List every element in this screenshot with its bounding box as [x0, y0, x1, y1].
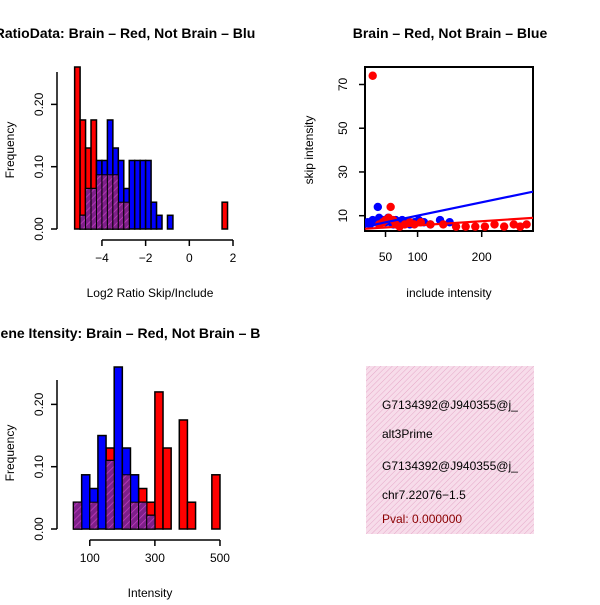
ratio-bar-brain-1 — [79, 119, 87, 230]
intensity-bar-brain-11 — [211, 474, 221, 530]
ratio-histogram-bars — [73, 66, 229, 230]
ratio-bar-notbrain-14 — [155, 214, 163, 230]
scatter-x-tick-label: 100 — [408, 250, 428, 264]
intensity-bar-overlap-3 — [121, 474, 131, 530]
ratio-histogram-xlabel: Log2 Ratio Skip/Include — [87, 286, 214, 300]
scatter-point-blue-4 — [373, 202, 383, 212]
info-pval: Pval: 0.000000 — [382, 512, 462, 526]
intensity-histogram-xlabel: Intensity — [128, 586, 173, 600]
scatter-y-tick-label: 70 — [336, 77, 350, 91]
ratio-histogram-ylabel: Frequency — [3, 122, 17, 179]
intensity-bar-overlap-5 — [138, 501, 148, 530]
ratio-y-tick-label: 0.20 — [32, 92, 46, 116]
scatter-ylabel: skip intensity — [302, 116, 316, 185]
ratio-bar-notbrain-11 — [139, 159, 147, 230]
ratio-y-tick-label: 0.10 — [32, 155, 46, 179]
ratio-x-tick-label: 2 — [230, 251, 237, 265]
scatter-point-red-23 — [522, 220, 531, 229]
scatter-point-red-22 — [515, 222, 525, 231]
info-location: chr7.22076−1.5 — [382, 488, 466, 502]
intensity-bar-brain-10 — [186, 501, 197, 530]
info-gene-id-2: G7134392@J940355@j_ — [382, 459, 518, 473]
scatter-point-red-0 — [368, 71, 377, 80]
intensity-bar-overlap-0 — [73, 501, 83, 530]
ratio-x-tick-label: −2 — [139, 251, 153, 265]
scatter-point-red-15 — [451, 222, 461, 231]
ratio-bar-overlap-8 — [123, 201, 130, 230]
scatter-axes: 50 100 200 10 30 50 70 — [336, 77, 492, 264]
ratio-bar-brain-10 — [221, 201, 229, 230]
intensity-histogram-panel: Gene Itensity: Brain – Red, Not Brain – … — [0, 325, 260, 600]
intensity-bar-brain-8 — [162, 447, 172, 530]
info-panel: G7134392@J940355@j_ alt3Prime G7134392@J… — [366, 366, 534, 534]
info-box-background — [366, 366, 534, 534]
intensity-x-tick-label: 500 — [210, 551, 230, 565]
intensity-bar-overlap-4 — [129, 501, 140, 530]
intensity-x-tick-label: 300 — [145, 551, 165, 565]
ratio-bar-brain-0 — [73, 66, 81, 230]
ratio-bar-notbrain-15 — [166, 214, 174, 230]
intensity-bar-overlap-2 — [105, 459, 115, 530]
scatter-xlabel: include intensity — [406, 286, 491, 300]
scatter-plot-box — [364, 66, 534, 232]
intensity-histogram-title: Gene Itensity: Brain – Red, Not Brain – … — [0, 325, 260, 341]
ratio-bar-overlap-6 — [112, 174, 119, 230]
intensity-bar-notbrain-5 — [113, 366, 124, 530]
ratio-bar-overlap-3 — [95, 174, 103, 230]
scatter-x-tick-label: 200 — [472, 250, 492, 264]
ratio-histogram-axes: −4 −2 0 2 0.00 0.10 0.20 — [32, 72, 237, 265]
ratio-bar-overlap-4 — [101, 174, 108, 230]
ratio-histogram-panel: RatioData: Brain – Red, Not Brain – Blu … — [0, 25, 255, 300]
info-event-type: alt3Prime — [382, 427, 433, 441]
ratio-bar-overlap-1 — [85, 188, 92, 230]
intensity-bar-brain-9 — [178, 419, 189, 530]
scatter-title: Brain – Red, Not Brain – Blue — [353, 25, 548, 41]
ratio-bar-notbrain-12 — [144, 159, 152, 230]
intensity-histogram-axes: 100 300 500 0.00 0.10 0.20 — [32, 380, 230, 565]
intensity-bar-notbrain-1 — [80, 474, 91, 530]
intensity-bar-overlap-6 — [146, 514, 156, 530]
intensity-bar-overlap-1 — [89, 501, 99, 530]
ratio-histogram-title: RatioData: Brain – Red, Not Brain – Blu — [0, 25, 255, 41]
ratio-bar-notbrain-9 — [128, 159, 136, 230]
scatter-point-red-19 — [490, 220, 499, 229]
scatter-y-tick-label: 10 — [336, 209, 350, 223]
ratio-bar-notbrain-10 — [133, 159, 141, 230]
scatter-clipped-group — [365, 71, 533, 231]
scatter-point-red-5 — [386, 202, 395, 212]
intensity-y-tick-label: 0.00 — [32, 517, 46, 541]
scatter-point-red-17 — [471, 222, 480, 231]
scatter-x-tick-label: 50 — [379, 250, 393, 264]
intensity-y-tick-label: 0.10 — [32, 455, 46, 479]
intensity-bar-brain-7 — [154, 391, 164, 530]
scatter-point-red-18 — [480, 222, 490, 231]
ratio-x-tick-label: −4 — [95, 251, 109, 265]
ratio-bar-overlap-7 — [117, 201, 125, 230]
ratio-x-tick-label: 0 — [186, 251, 193, 265]
intensity-bar-notbrain-3 — [97, 434, 107, 530]
scatter-panel: Brain – Red, Not Brain – Blue 50 100 200 10… — [302, 25, 547, 300]
scatter-y-tick-label: 30 — [336, 165, 350, 179]
scatter-point-red-21 — [509, 220, 518, 229]
ratio-bar-overlap-5 — [106, 174, 114, 230]
scatter-marks — [365, 71, 533, 231]
ratio-bar-overlap-0 — [79, 214, 87, 230]
scatter-fit-line-blue — [365, 190, 533, 228]
ratio-bar-overlap-2 — [90, 188, 97, 230]
intensity-histogram-bars — [72, 366, 221, 530]
intensity-x-tick-label: 100 — [80, 551, 100, 565]
ratio-bar-notbrain-13 — [150, 201, 158, 230]
scatter-point-red-20 — [499, 222, 509, 231]
scatter-y-tick-label: 50 — [336, 121, 350, 135]
info-gene-id: G7134392@J940355@j_ — [382, 398, 518, 412]
intensity-histogram-ylabel: Frequency — [3, 425, 17, 482]
scatter-point-red-16 — [461, 222, 470, 231]
scatter-fit-line-red — [365, 216, 533, 230]
ratio-y-tick-label: 0.00 — [32, 217, 46, 241]
intensity-y-tick-label: 0.20 — [32, 392, 46, 416]
